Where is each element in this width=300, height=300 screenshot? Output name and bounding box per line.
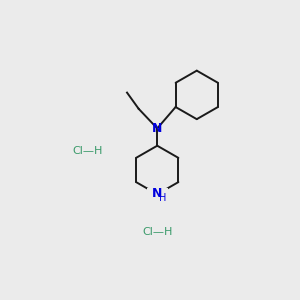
Text: H: H — [159, 194, 166, 203]
FancyBboxPatch shape — [147, 188, 168, 200]
Text: N: N — [152, 122, 162, 135]
Text: N: N — [152, 187, 162, 200]
Text: Cl—H: Cl—H — [72, 146, 103, 157]
Text: Cl—H: Cl—H — [142, 227, 172, 237]
